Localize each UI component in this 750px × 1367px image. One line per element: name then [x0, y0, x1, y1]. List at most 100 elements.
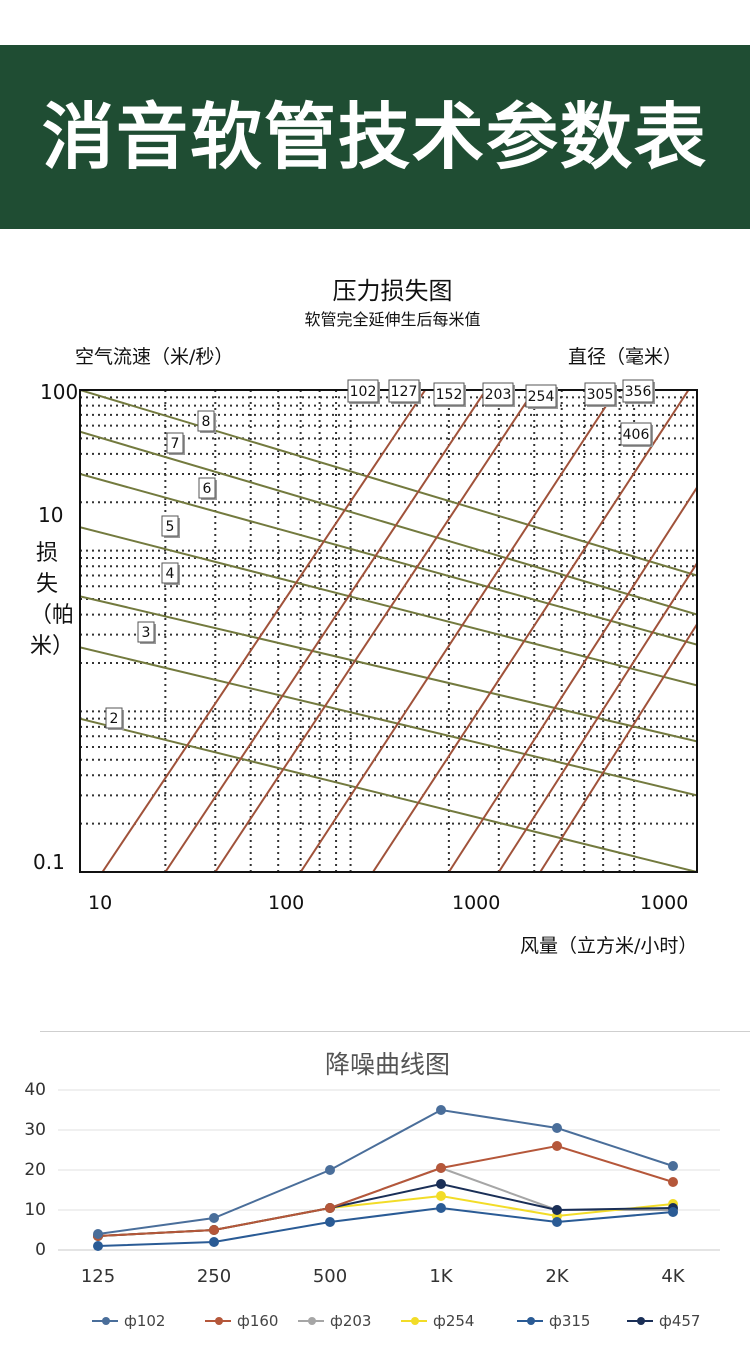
legend-label: ф254: [433, 1312, 475, 1330]
velocity-tag-3: 3: [137, 621, 156, 644]
legend-item-phi203: ф203: [298, 1310, 398, 1332]
velocity-tag-5: 5: [161, 515, 180, 538]
velocity-tag-2: 2: [105, 707, 124, 730]
data-point: [93, 1229, 103, 1239]
noise-chart-title: 降噪曲线图: [324, 1050, 450, 1079]
data-point: [325, 1203, 335, 1213]
legend-marker: [637, 1317, 645, 1325]
velocity-tag-7: 7: [166, 432, 185, 455]
label-box: [388, 379, 420, 403]
data-point: [668, 1177, 678, 1187]
label-text: 127: [391, 384, 418, 400]
label-text: 102: [350, 384, 377, 400]
label-box: [347, 379, 379, 403]
data-point: [552, 1141, 562, 1151]
series-ф160: [93, 1141, 678, 1241]
series-lines: [80, 390, 697, 872]
label-text: 6: [203, 481, 212, 497]
y-tick-label: 100: [40, 380, 79, 404]
data-point: [668, 1161, 678, 1171]
diameter-line-127: [164, 390, 487, 872]
diameter-line-406: [539, 622, 697, 872]
series-line: [97, 1166, 673, 1237]
diameter-line-305: [448, 485, 697, 872]
label-text: 305: [587, 387, 614, 403]
series-line: [97, 1206, 674, 1247]
data-point: [93, 1231, 103, 1241]
data-point: [552, 1205, 562, 1215]
diameter-tag-305: 305: [584, 382, 617, 407]
diameter-tag-152: 152: [433, 382, 466, 407]
series-line: [97, 1194, 674, 1237]
x-tick-label: 1000: [452, 892, 501, 914]
data-point: [209, 1225, 219, 1235]
data-point: [93, 1241, 103, 1251]
y-tick-label: 0: [35, 1240, 46, 1260]
series-line: [97, 1108, 674, 1235]
diameter-tag-127: 127: [388, 379, 421, 404]
data-point: [209, 1225, 219, 1235]
y-tick-label: 0.1: [33, 850, 65, 874]
label-box: [105, 707, 123, 729]
data-point: [436, 1105, 446, 1115]
label-text: 356: [625, 384, 652, 400]
label-box: [433, 382, 465, 406]
label-text: 152: [436, 387, 463, 403]
section-divider: [40, 1031, 750, 1032]
velocity-line-5: [80, 526, 697, 687]
y-tick-label: 10: [38, 503, 64, 527]
pressure-x-axis-label: 风量（立方米/小时）: [520, 935, 698, 957]
velocity-tag-4: 4: [161, 562, 180, 585]
data-point: [552, 1205, 562, 1215]
label-text: 2: [110, 711, 119, 727]
legend-marker: [411, 1317, 419, 1325]
data-point: [209, 1213, 219, 1223]
velocity-line-7: [80, 430, 697, 616]
data-point: [668, 1199, 678, 1209]
label-box: [161, 515, 179, 537]
pressure-chart-subtitle: 软管完全延伸生后每米值: [304, 310, 481, 329]
velocity-line-3: [80, 646, 697, 797]
y-tick-label: 10: [24, 1200, 46, 1220]
label-text: 3: [142, 625, 151, 641]
data-point: [552, 1123, 562, 1133]
series-ф254: [93, 1191, 678, 1241]
data-point: [325, 1165, 335, 1175]
data-point: [436, 1179, 446, 1189]
label-box: [166, 432, 184, 454]
data-point: [436, 1203, 446, 1213]
legend-item-phi160: ф160: [205, 1310, 305, 1332]
diameter-tag-102: 102: [347, 379, 380, 404]
y-tick-label: 40: [24, 1080, 46, 1100]
data-point: [436, 1163, 446, 1173]
legend-marker: [102, 1317, 110, 1325]
x-tick-label: 10: [88, 892, 113, 914]
label-box: [482, 382, 514, 406]
data-point: [668, 1207, 678, 1217]
data-point: [325, 1203, 335, 1213]
x-tick-label: 125: [80, 1266, 116, 1287]
label-text: 5: [166, 519, 175, 535]
label-box: [197, 410, 215, 432]
legend-item-phi102: ф102: [92, 1310, 192, 1332]
label-text: 8: [202, 414, 211, 430]
velocity-line-2: [80, 717, 697, 872]
velocity-line-8: [80, 390, 697, 577]
x-tick-label: 1K: [429, 1266, 453, 1287]
label-box: [198, 477, 216, 499]
diameter-tag-203: 203: [482, 382, 515, 407]
label-text: 7: [171, 436, 180, 452]
series-ф102: [93, 1105, 678, 1239]
data-point: [668, 1203, 678, 1213]
diameter-tag-406: 406: [620, 422, 653, 447]
x-tick-label: 2K: [545, 1266, 569, 1287]
series-line: [97, 1144, 674, 1237]
label-box: [622, 379, 654, 403]
x-tick-label: 500: [312, 1266, 348, 1287]
series-ф203: [93, 1163, 678, 1241]
legend-marker: [215, 1317, 223, 1325]
legend-item-phi254: ф254: [401, 1310, 501, 1332]
velocity-line-4: [80, 595, 697, 743]
pressure-chart-title: 压力损失图: [332, 277, 453, 305]
data-point: [93, 1231, 103, 1241]
